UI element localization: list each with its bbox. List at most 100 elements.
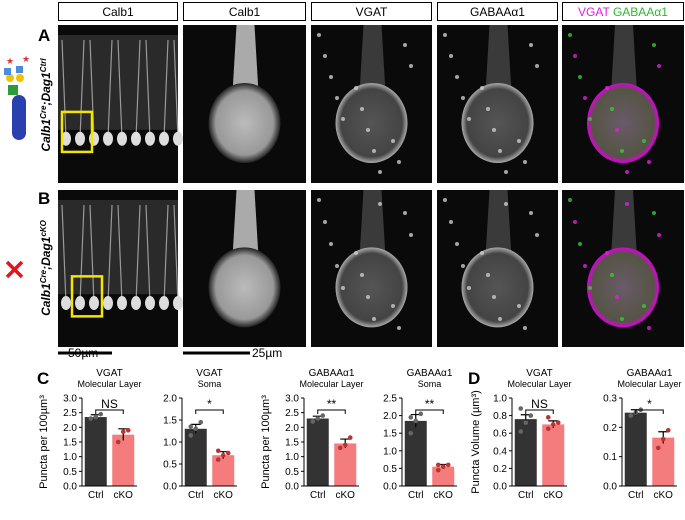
data-point [115, 439, 121, 445]
puncta [329, 242, 333, 246]
header-label: GABAAα1 [470, 5, 525, 19]
puncta [517, 304, 521, 308]
data-point [342, 442, 348, 448]
puncta [504, 170, 508, 174]
puncta [504, 202, 508, 206]
dendrite [107, 204, 113, 304]
data-point [315, 416, 321, 421]
cell [131, 296, 141, 311]
puncta [397, 326, 401, 330]
data-point [445, 462, 451, 468]
dendrite [61, 39, 67, 139]
data-point [523, 420, 529, 425]
puncta [449, 54, 453, 58]
x-tick-label: Ctrl [628, 490, 644, 501]
dendrite [89, 204, 95, 304]
data-point [555, 420, 561, 425]
puncta [573, 54, 577, 58]
data-point [337, 445, 343, 451]
puncta [335, 96, 339, 100]
soma [587, 247, 659, 328]
data-point [518, 406, 524, 411]
puncta [523, 326, 527, 330]
data-point [628, 413, 634, 418]
dendrite [232, 25, 259, 93]
data-point [545, 415, 551, 420]
puncta [486, 107, 490, 111]
puncta [317, 198, 321, 202]
gene: ;Dag1 [39, 236, 53, 270]
data-point [310, 419, 316, 424]
puncta [467, 117, 471, 121]
significance-bracket [415, 409, 444, 414]
puncta [610, 107, 614, 111]
puncta [583, 264, 587, 268]
data-point [408, 430, 414, 436]
puncta [372, 317, 376, 321]
chart-title: GABAAα1 [309, 368, 355, 379]
y-axis-label: Puncta per 100µm³ [260, 395, 272, 489]
puncta [642, 304, 646, 308]
y-tick-label: 1.5 [383, 429, 397, 440]
dendrite [173, 204, 179, 304]
significance-bracket [525, 409, 554, 414]
data-point [518, 429, 524, 434]
puncta [568, 198, 572, 202]
puncta [647, 326, 651, 330]
y-tick-label: 2.5 [63, 408, 77, 419]
scale-label: 50µm [68, 346, 98, 360]
chart-title: GABAAα1 [627, 368, 673, 379]
header-box [311, 2, 432, 21]
cell [131, 131, 141, 146]
row-letter: B [38, 189, 50, 208]
bar [404, 420, 427, 486]
cell [173, 131, 183, 146]
y-tick-label: 1.5 [163, 416, 177, 427]
puncta [397, 160, 401, 164]
svg-text:★: ★ [6, 56, 14, 66]
chart-subtitle: Molecular Layer [299, 379, 363, 389]
data-point [320, 413, 326, 418]
header-magenta: VGAT [578, 5, 610, 19]
y-tick-label: 1.5 [285, 438, 299, 449]
panel-letter: D [468, 369, 480, 388]
roi-box [60, 110, 94, 154]
puncta [492, 128, 496, 132]
puncta [535, 64, 539, 68]
scale-label: 25µm [252, 346, 282, 360]
cell [89, 131, 99, 146]
puncta [615, 128, 619, 132]
data-point [665, 427, 671, 433]
puncta [443, 33, 447, 37]
y-axis-label: Puncta per 100µm³ [38, 395, 50, 489]
y-tick-label: 0.5 [383, 464, 397, 475]
puncta [461, 96, 465, 100]
y-tick-label: 2.5 [383, 394, 397, 405]
data-point [220, 452, 226, 458]
puncta [492, 295, 496, 299]
cell [61, 296, 71, 311]
data-point [88, 416, 94, 421]
dendrite [359, 25, 386, 93]
chart-title: GABAAα1 [407, 368, 453, 379]
significance-label: NS [101, 397, 118, 411]
y-tick-label: 0.6 [493, 429, 507, 440]
data-point [528, 413, 534, 418]
y-tick-label: 0.2 [603, 423, 617, 434]
puncta [578, 242, 582, 246]
puncta [652, 211, 656, 215]
header-box [562, 2, 684, 21]
genotype-label: Calb1Cre;Dag1cKO [39, 219, 54, 316]
y-tick-label: 1.0 [383, 446, 397, 457]
puncta [657, 233, 661, 237]
y-tick-label: 0.0 [163, 482, 177, 493]
significance-bracket [317, 409, 346, 414]
cell [145, 131, 155, 146]
header-label: VGAT [356, 5, 388, 19]
row-letter: A [38, 26, 50, 45]
data-point [215, 457, 221, 462]
puncta [578, 75, 582, 79]
y-tick-label: 3.0 [63, 394, 77, 405]
y-tick-label: 0.3 [603, 394, 617, 405]
chart-subtitle: Molecular Layer [77, 379, 141, 389]
